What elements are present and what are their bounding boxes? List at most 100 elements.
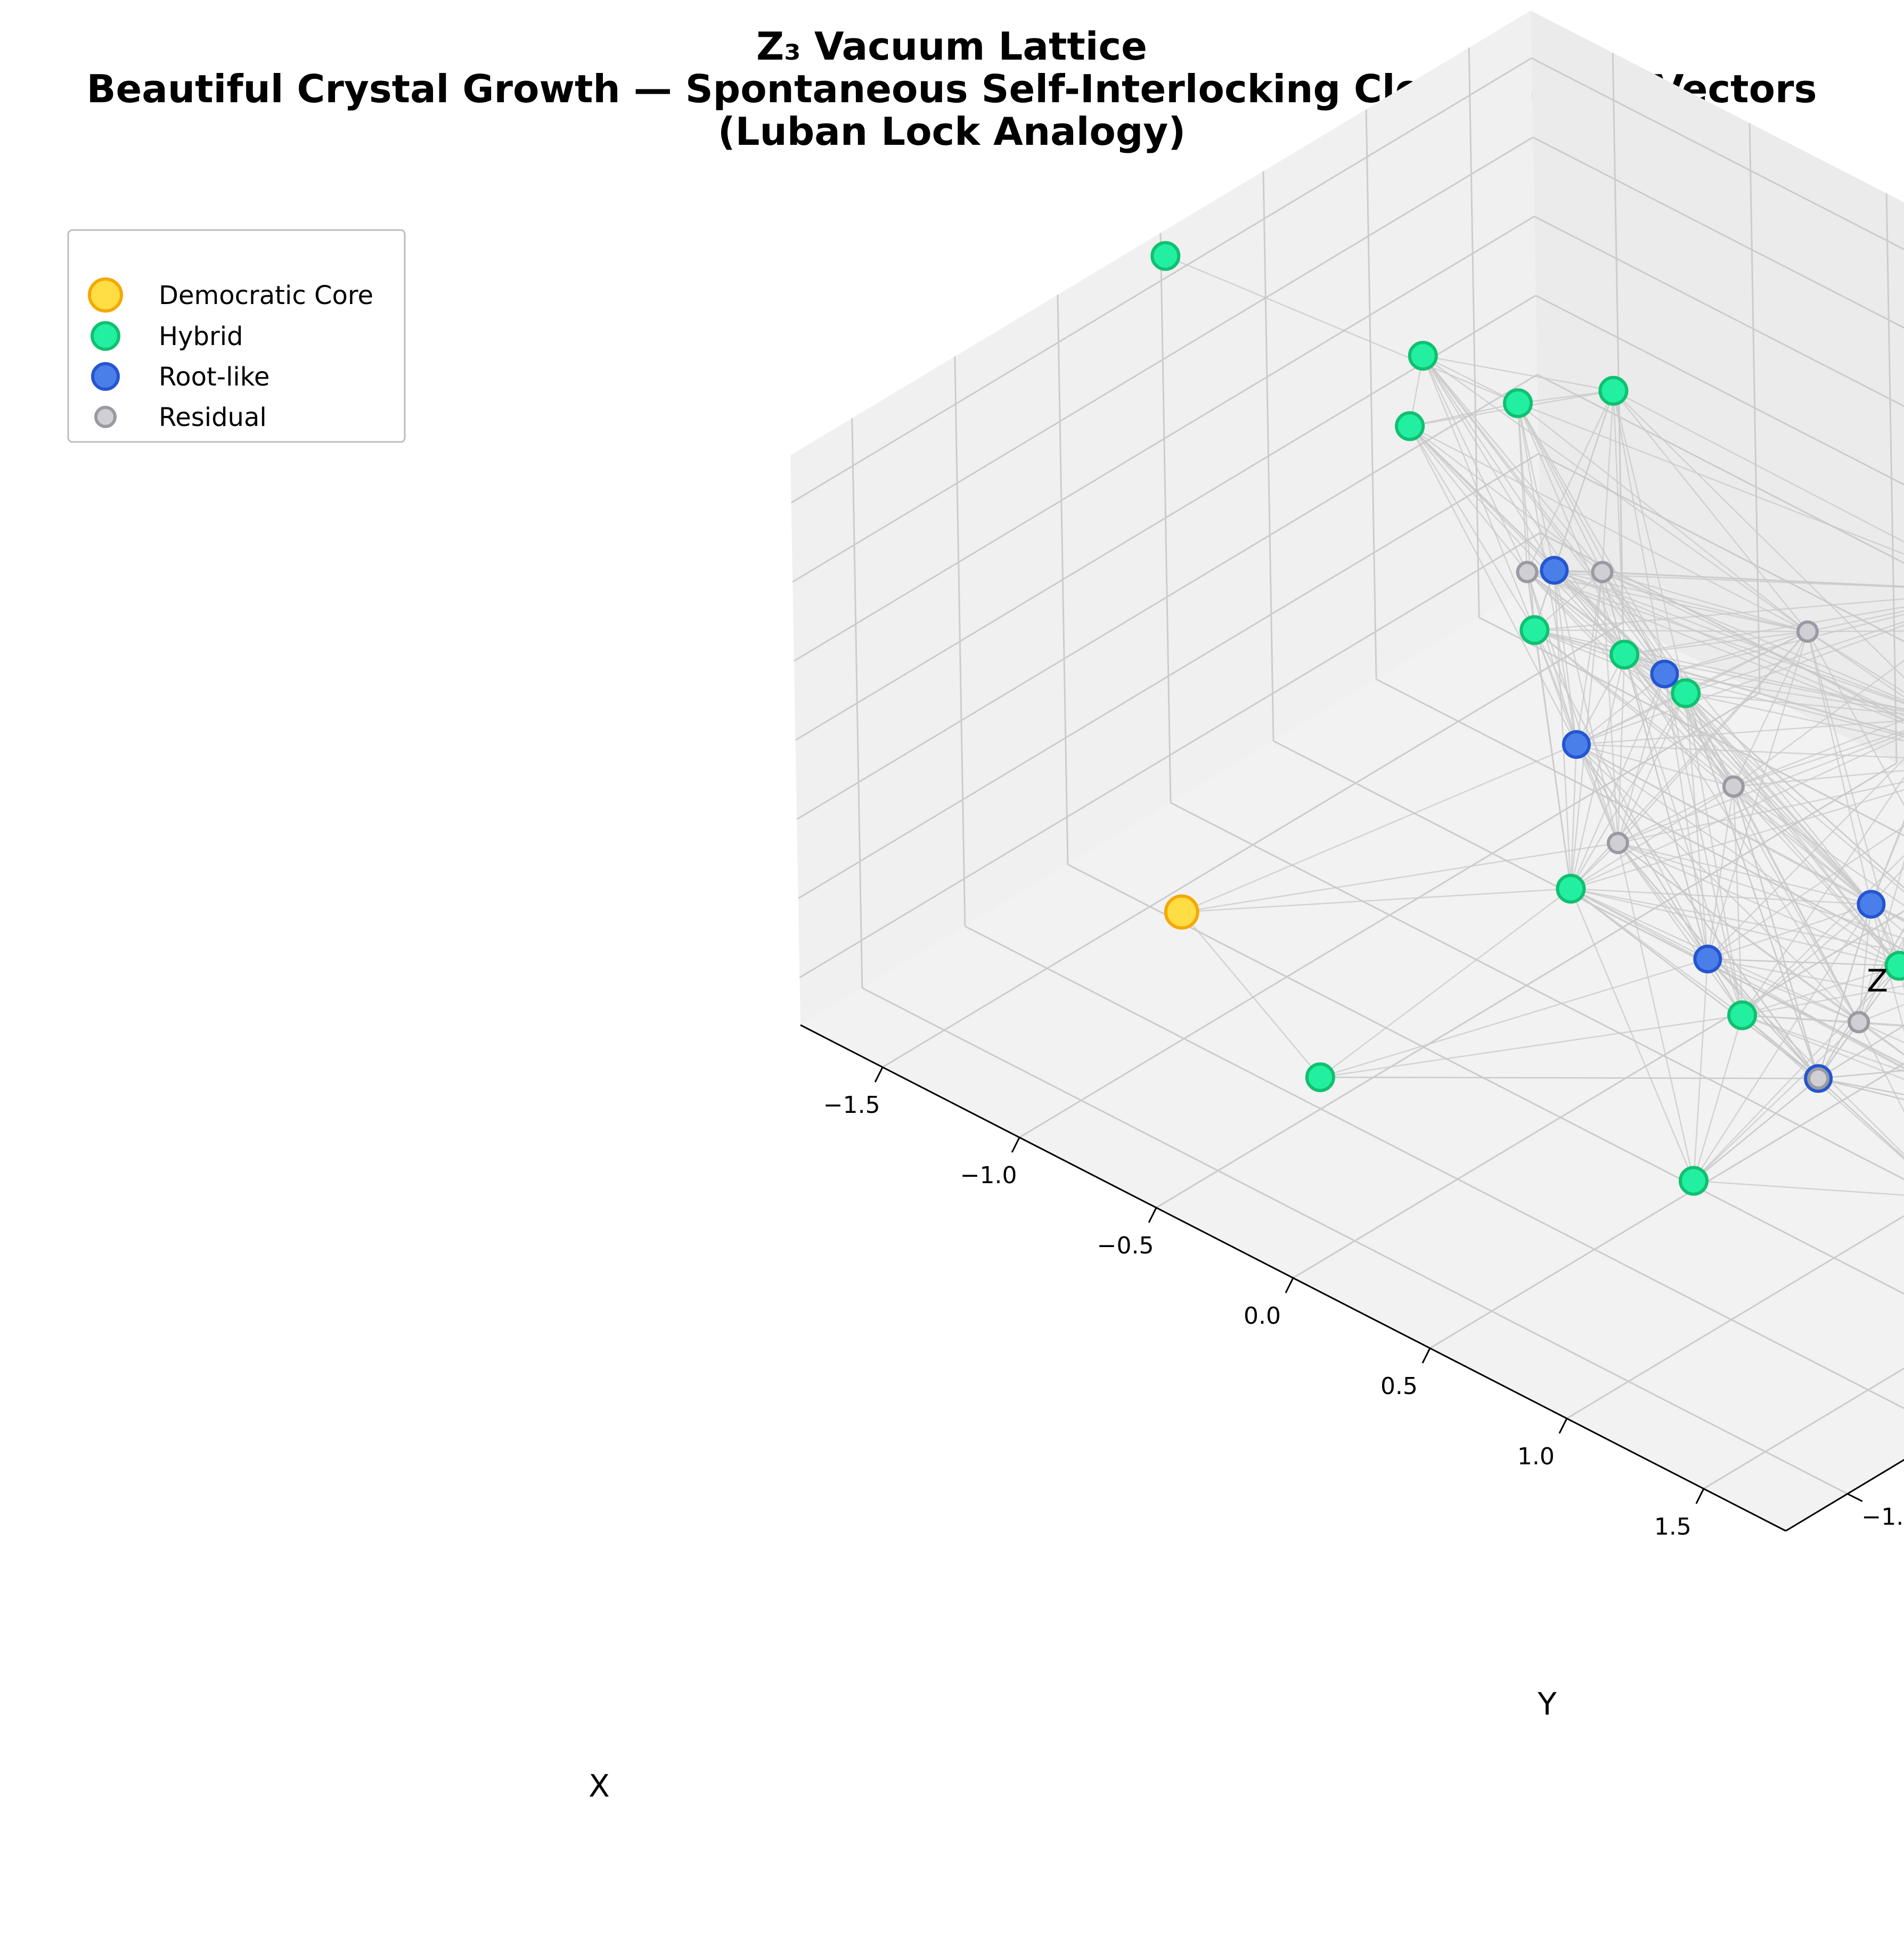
grid-lines: [790, 47, 1904, 1495]
lattice-edge: [1422, 355, 1603, 572]
lattice-edge: [1685, 692, 1904, 742]
democratic-core-point: [1164, 894, 1199, 930]
lattice-edge: [1707, 825, 1904, 960]
residual-point: [1807, 1067, 1830, 1090]
lattice-edge: [1807, 631, 1904, 693]
z-grid-back: [1532, 136, 1904, 329]
lattice-edge: [1409, 425, 1535, 630]
hybrid-point: [1671, 678, 1701, 708]
lattice-edge: [1685, 693, 1819, 1079]
lattice-edge: [1807, 631, 1904, 698]
lattice-edge: [1409, 425, 1625, 655]
lattice-edge: [1422, 355, 1665, 675]
hybrid-point: [1395, 411, 1425, 441]
lattice-edge: [1693, 958, 1709, 1181]
lattice-edge: [1409, 425, 1577, 745]
z-grid-side: [795, 294, 1537, 741]
lattice-edge: [1423, 355, 1808, 633]
lattice-edge: [1527, 571, 1808, 633]
lattice-edge: [1624, 630, 1808, 655]
lattice-edge: [1617, 842, 1695, 1181]
root-like-point: [1562, 730, 1591, 759]
lattice-edge: [1624, 654, 1872, 905]
legend: Democratic Core Hybrid Root-like Residua…: [67, 229, 406, 443]
lattice-edge: [1733, 786, 1900, 966]
lattice-edge: [1858, 1021, 1904, 1056]
lattice-edge: [1707, 786, 1735, 960]
hybrid-point: [1519, 615, 1550, 645]
lattice-edge: [1409, 425, 1665, 675]
lattice-edge: [1870, 904, 1904, 922]
z-grid-side: [794, 216, 1535, 662]
x-tick-label: 1.5: [1654, 1513, 1691, 1540]
lattice-edge: [1423, 355, 1614, 392]
lattice-edge: [1617, 785, 1734, 844]
lattice-edge: [1571, 888, 1904, 953]
x-tick-label: 0.5: [1380, 1373, 1418, 1400]
lattice-edge: [1409, 425, 1603, 573]
lattice-edge: [1623, 654, 1743, 1016]
lattice-edge: [1613, 390, 1687, 694]
lattice-edge: [1742, 985, 1904, 1016]
lattice-edge: [1320, 1076, 1819, 1079]
lattice-edge: [1664, 673, 1904, 889]
lattice-edge: [1818, 1070, 1904, 1079]
lattice-edge: [1707, 758, 1904, 960]
z-grid-back: [1531, 57, 1904, 251]
residual-point: [1606, 832, 1629, 855]
z-grid-back: [1534, 216, 1904, 407]
lattice-edge: [1517, 403, 1535, 630]
lattice-edge: [1617, 781, 1904, 844]
lattice-edge: [1320, 888, 1572, 1078]
lattice-edge: [1526, 571, 1619, 843]
lattice-edge: [1742, 1014, 1904, 1080]
x-tick: [1011, 1137, 1020, 1153]
lattice-edge: [1576, 673, 1665, 745]
x-axis-label: X: [589, 1768, 610, 1804]
lattice-edge: [1517, 403, 1625, 655]
lattice-edge: [1527, 571, 1904, 724]
residual-point: [1516, 561, 1539, 584]
lattice-edge: [1807, 631, 1872, 905]
hybrid-point: [1609, 640, 1640, 670]
lattice-edge: [1570, 674, 1665, 889]
lattice-edge: [1601, 571, 1904, 717]
legend-frame: [67, 229, 406, 443]
lattice-edge: [1613, 390, 1665, 674]
lattice-edge: [1664, 674, 1860, 1023]
lattice-edge: [1742, 965, 1900, 1016]
lattice-edge: [1181, 842, 1619, 913]
lattice-edge: [1409, 425, 1808, 633]
lattice-edge: [1570, 572, 1603, 889]
lattice-edge: [1733, 786, 1819, 1079]
lattice-edge: [1181, 888, 1571, 913]
hybrid-point: [1408, 341, 1438, 371]
y-axis-label: Y: [1537, 1686, 1557, 1722]
z-grid-side: [799, 532, 1541, 979]
y-grid-floor: [862, 987, 1848, 1495]
lattice-edge: [1733, 786, 1860, 1023]
lattice-edge: [1570, 786, 1734, 890]
lattice-edge: [1617, 631, 1808, 843]
x-tick-label: 0.0: [1244, 1302, 1281, 1330]
lattice-edge: [1601, 571, 1709, 960]
lattice-edge: [1807, 610, 1904, 633]
lattice-edge: [1554, 570, 1665, 675]
lattice-edge: [1554, 570, 1578, 745]
lattice-edge: [1576, 743, 1904, 921]
lattice-edge: [1818, 1078, 1904, 1159]
y-grid-floor: [1170, 802, 1904, 1181]
root-like-point: [1650, 659, 1679, 688]
x-tick: [1148, 1207, 1157, 1223]
lattice-edge: [1733, 719, 1904, 788]
lattice-edge: [1870, 822, 1904, 905]
z-grid-back: [1535, 294, 1904, 486]
lattice-edge: [1554, 390, 1614, 571]
lattice-edge: [1423, 355, 1518, 404]
lattice-edge: [1517, 403, 1665, 675]
hybrid-point: [1727, 1000, 1758, 1030]
hybrid-point: [1503, 388, 1533, 419]
lattice-edge: [1870, 904, 1904, 1033]
lattice-edge: [1534, 629, 1709, 960]
